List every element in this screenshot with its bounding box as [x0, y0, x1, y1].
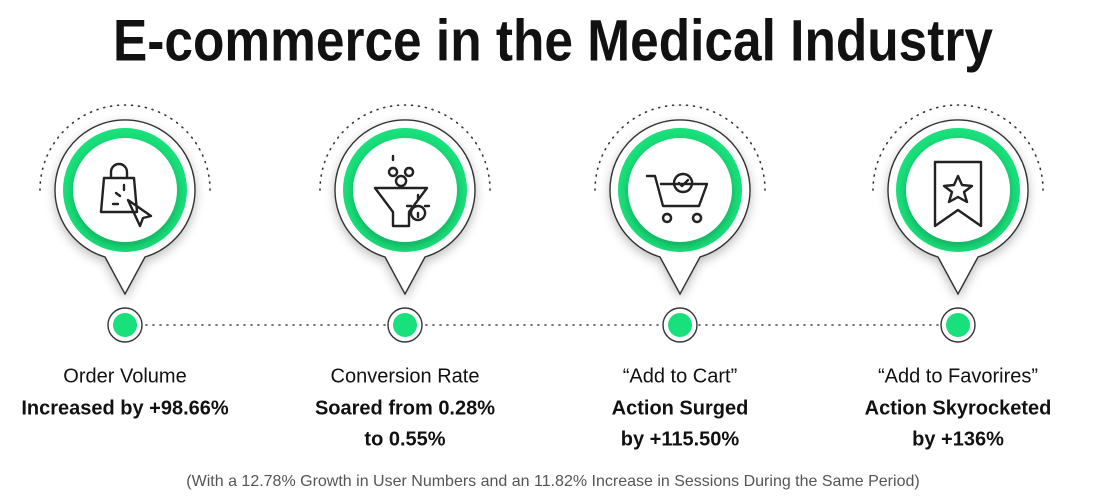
node: [946, 313, 970, 337]
icon-disc: [628, 138, 732, 242]
node: [668, 313, 692, 337]
icon: [99, 162, 153, 228]
step-detail: by +115.50%: [621, 428, 740, 450]
step-label: Conversion Rate: [331, 365, 480, 387]
step-detail: Increased by +98.66%: [21, 397, 229, 419]
icon: [933, 160, 983, 228]
step: Conversion Rate Soared from 0.28% to 0.55%: [315, 104, 495, 450]
step-label: “Add to Favorires”: [878, 365, 1038, 387]
icon: [373, 154, 431, 228]
step-detail: Action Surged: [612, 397, 749, 419]
icon: [645, 172, 709, 224]
step: Order Volume Increased by +98.66%: [21, 104, 229, 419]
dotted-arc: [594, 104, 766, 191]
step-detail: Action Skyrocketed: [865, 397, 1052, 419]
icon-disc: [353, 138, 457, 242]
step-detail: by +136%: [912, 428, 1004, 450]
step: “Add to Cart” Action Surged by +115.50%: [594, 104, 766, 450]
dotted-arc: [319, 104, 491, 191]
icon-disc: [906, 138, 1010, 242]
step-label: “Add to Cart”: [623, 365, 737, 387]
title: E-commerce in the Medical Industry: [113, 8, 993, 73]
step-detail: to 0.55%: [364, 428, 445, 450]
step-label: Order Volume: [63, 365, 186, 387]
node: [393, 313, 417, 337]
dotted-arc: [872, 104, 1044, 191]
step: “Add to Favorires” Action Skyrocketed by +…: [865, 104, 1052, 450]
step-detail: Soared from 0.28%: [315, 397, 495, 419]
dotted-arc: [39, 104, 211, 191]
footnote: (With a 12.78% Growth in User Numbers an…: [186, 473, 919, 490]
node: [113, 313, 137, 337]
